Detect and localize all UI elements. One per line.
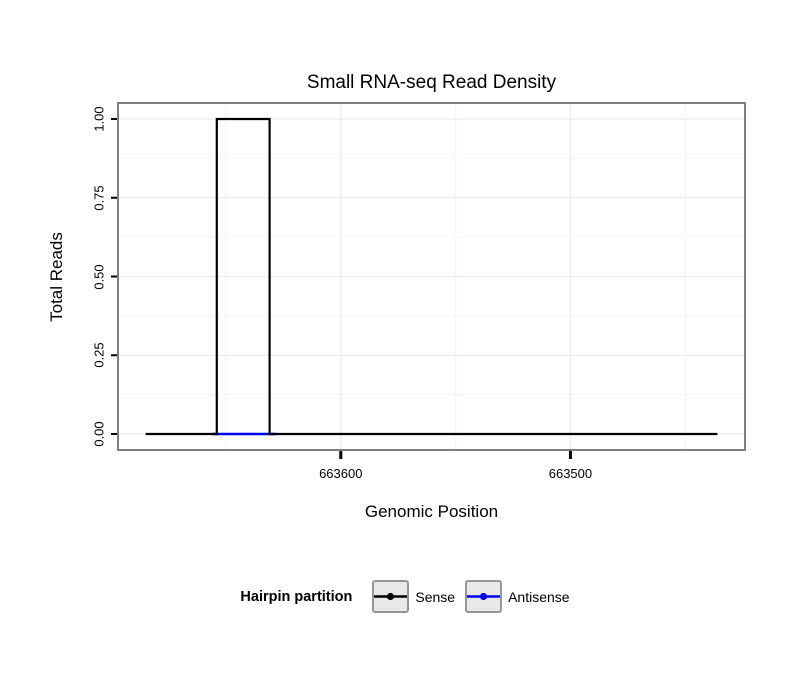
legend-title: Hairpin partition xyxy=(240,588,353,605)
x-axis-title: Genomic Position xyxy=(364,502,499,521)
legend-item-antisense: Antisense xyxy=(465,580,570,613)
legend-key-glyph xyxy=(374,592,408,601)
y-tick-label: 0.50 xyxy=(91,263,107,290)
chart-title: Small RNA-seq Read Density xyxy=(306,72,557,93)
y-tick-label: 0.00 xyxy=(91,421,107,447)
sense-line xyxy=(145,117,718,436)
plot-panel-border xyxy=(117,102,746,451)
x-tick-label: 663500 xyxy=(548,466,593,481)
legend-key-point xyxy=(387,592,395,601)
legend-key-antisense xyxy=(465,580,503,613)
y-tick-label: 1.00 xyxy=(91,106,107,132)
x-tick-label: 663600 xyxy=(319,466,363,481)
legend-key-point xyxy=(479,592,488,601)
y-tick-label: 0.25 xyxy=(91,342,107,368)
legend-label-antisense: Antisense xyxy=(508,588,570,605)
y-tick-label: 0.75 xyxy=(91,185,107,211)
legend-key-glyph xyxy=(467,592,501,601)
legend-item-sense: Sense xyxy=(372,580,455,613)
legend-items: Sense Antisense xyxy=(362,580,570,613)
legend: Hairpin partition Sense Antisense xyxy=(0,580,810,613)
legend-key-sense xyxy=(372,580,410,613)
legend-label-sense: Sense xyxy=(415,588,456,605)
